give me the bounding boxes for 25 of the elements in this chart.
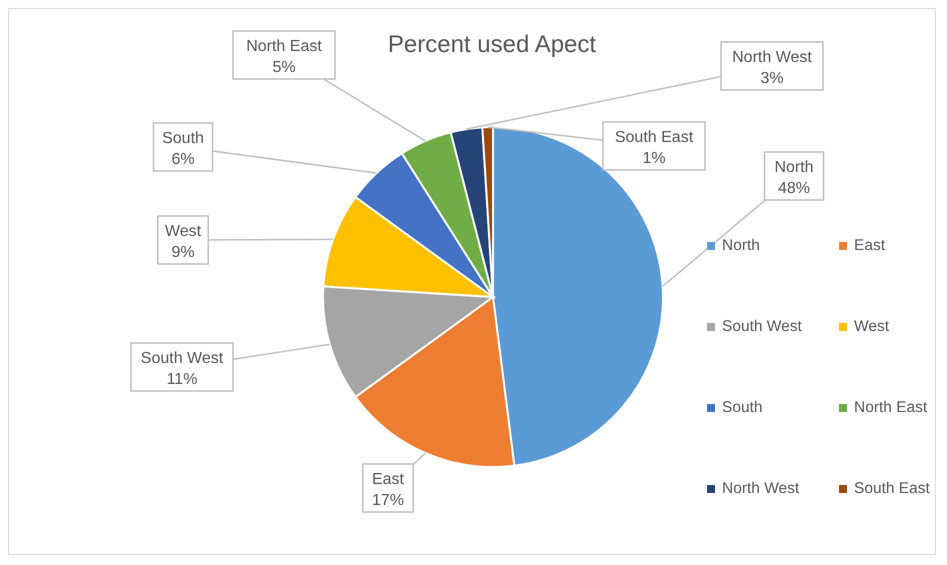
data-label: 3%	[760, 70, 784, 87]
data-label: 48%	[778, 180, 810, 197]
legend-label: North East	[854, 399, 928, 417]
slice-label: West	[164, 223, 202, 240]
legend-label: West	[854, 318, 890, 336]
slice-label: North	[774, 159, 814, 176]
slice-label: South East	[614, 129, 694, 146]
slice-label: East	[372, 471, 405, 488]
data-label: 6%	[171, 151, 195, 168]
slice-label: South	[162, 130, 204, 147]
legend-label: North	[722, 237, 760, 255]
legend-label: South West	[722, 318, 802, 336]
legend-label: North West	[722, 480, 800, 498]
legend-label: South East	[854, 480, 930, 498]
data-label: 17%	[372, 492, 404, 509]
slice-label: North East	[246, 38, 322, 55]
chart-title: Percent used Apect	[388, 31, 596, 58]
legend-label: South	[722, 399, 763, 417]
data-label: 11%	[166, 371, 198, 388]
legend-label: East	[854, 237, 886, 255]
slice-label: South West	[140, 350, 224, 367]
data-label: 1%	[642, 150, 666, 167]
slice-label: North West	[732, 49, 812, 66]
data-label: 5%	[272, 59, 296, 76]
data-label: 9%	[171, 244, 195, 261]
